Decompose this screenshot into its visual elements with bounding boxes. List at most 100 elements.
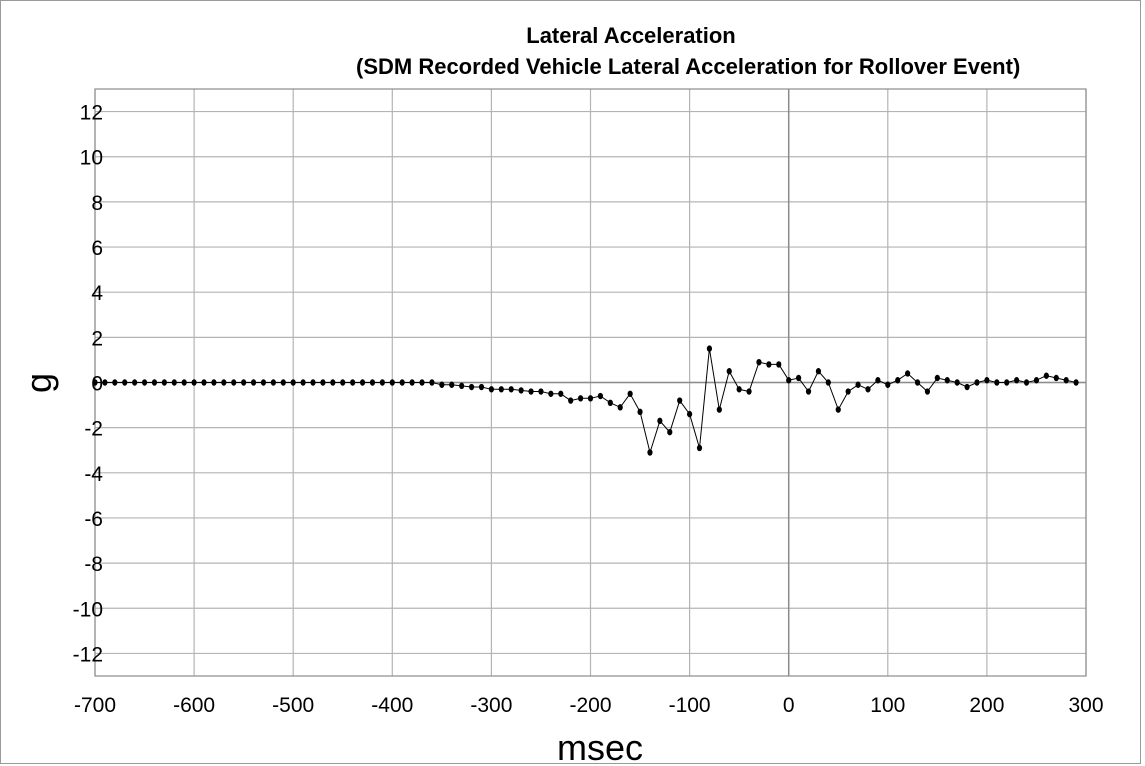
data-point (736, 386, 742, 393)
data-point (647, 449, 653, 456)
data-point (924, 388, 931, 395)
data-point (92, 379, 98, 386)
y-axis-label: g (18, 373, 59, 393)
data-point (607, 399, 613, 407)
x-tick-label: -400 (371, 694, 413, 717)
data-point (221, 379, 227, 386)
y-tick-label: -6 (84, 508, 103, 531)
data-point (508, 386, 514, 393)
data-point (786, 377, 792, 384)
data-point (835, 406, 841, 413)
data-point (577, 395, 584, 402)
data-point (171, 379, 177, 386)
x-tick-label: -300 (470, 694, 512, 717)
data-point (399, 379, 405, 386)
data-point (241, 379, 247, 386)
data-point (112, 379, 118, 386)
x-tick-label: -600 (173, 694, 215, 717)
data-point (845, 388, 851, 395)
data-point (151, 379, 158, 386)
y-tick-labels: 121086420-2-4-6-8-10-12 (73, 102, 104, 667)
data-point (300, 379, 306, 386)
data-point (379, 379, 385, 386)
x-axis-label: msec (557, 727, 643, 766)
y-tick-label: 2 (91, 327, 103, 350)
y-tick-label: 8 (91, 192, 103, 215)
data-point (667, 428, 673, 436)
data-point (330, 379, 336, 386)
data-point (825, 379, 831, 386)
data-point (944, 377, 950, 384)
data-point (964, 383, 970, 391)
x-tick-label: 100 (870, 694, 905, 717)
data-point (191, 379, 197, 386)
data-point (340, 379, 346, 386)
data-point (1043, 372, 1049, 379)
data-point (409, 379, 415, 386)
data-point (1033, 377, 1040, 384)
y-tick-label: 6 (91, 237, 103, 260)
data-point (895, 377, 901, 384)
data-point (141, 379, 148, 386)
data-point (766, 361, 772, 368)
data-point (657, 417, 663, 425)
data-point (776, 361, 782, 368)
data-point (597, 392, 604, 400)
x-tick-label: 300 (1068, 694, 1103, 717)
data-point (994, 379, 1000, 386)
data-point (468, 383, 475, 391)
data-point (558, 390, 564, 397)
y-tick-label: -8 (84, 553, 103, 576)
data-point (161, 379, 167, 386)
data-point (270, 379, 276, 386)
series-line (95, 348, 1077, 455)
data-point (290, 379, 296, 386)
data-point (478, 383, 485, 391)
data-point (260, 379, 267, 386)
data-point (132, 379, 138, 386)
data-point (914, 379, 921, 386)
data-point (756, 358, 762, 366)
y-tick-label: -4 (84, 463, 103, 486)
data-point (389, 379, 395, 386)
data-point (815, 368, 822, 375)
data-point (726, 368, 732, 375)
x-tick-label: 0 (783, 694, 795, 717)
x-tick-label: -500 (272, 694, 314, 717)
x-tick-label: -700 (74, 694, 116, 717)
data-point (429, 379, 435, 386)
data-point (796, 374, 802, 382)
data-point (716, 406, 722, 413)
data-point (181, 379, 187, 386)
data-point (419, 379, 425, 386)
data-point (320, 379, 326, 386)
data-point (568, 397, 574, 404)
data-point (538, 388, 544, 395)
data-point (855, 381, 861, 388)
data-point (617, 404, 623, 411)
data-point (696, 444, 703, 452)
chart-subtitle: (SDM Recorded Vehicle Lateral Accelerati… (356, 54, 1021, 79)
chart-title: Lateral Acceleration (526, 23, 736, 48)
data-point (548, 390, 554, 397)
data-point (350, 379, 356, 386)
data-point (359, 379, 366, 386)
data-point (528, 388, 534, 395)
data-point (280, 379, 286, 386)
data-point (984, 377, 990, 384)
data-series (92, 345, 1079, 456)
x-tick-labels: -700 -600 -500 -400 -300 -200 -100 0 100 200 300 (74, 694, 1104, 717)
data-point (805, 388, 812, 395)
data-point (122, 379, 128, 386)
x-tick-label: 200 (969, 694, 1004, 717)
data-point (865, 386, 871, 393)
y-tick-label: -2 (84, 418, 103, 441)
data-point (706, 345, 713, 352)
data-point (449, 381, 455, 388)
data-point (231, 379, 237, 386)
data-point (439, 381, 445, 388)
data-point (201, 379, 207, 386)
y-tick-label: -10 (73, 598, 103, 621)
data-point (102, 379, 108, 386)
